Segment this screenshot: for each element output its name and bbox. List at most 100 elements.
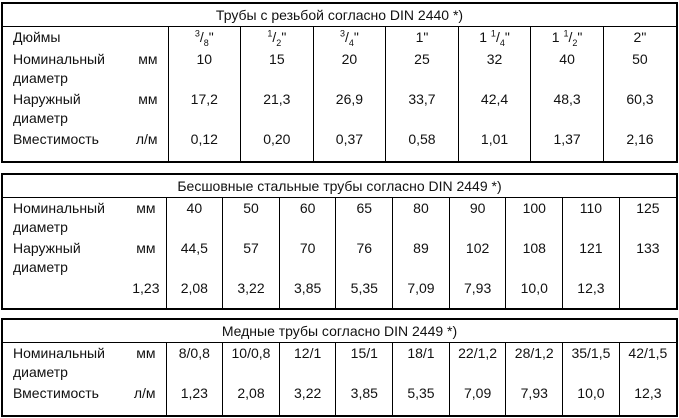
- cell-value: 25: [414, 51, 430, 67]
- table-row: Номинальный диаметр мм 8/0,8 10/0,8 12/1 15/1…: [3, 343, 676, 383]
- cell: 12,3: [562, 278, 620, 308]
- table-row: Вместимость л/м 0,12 0,20 0,37 0,58 1,01 1,37 2,…: [3, 129, 676, 161]
- frac-num: 1: [490, 28, 496, 39]
- table-title: Трубы с резьбой согласно DIN 2440 *): [3, 4, 676, 27]
- cell: 17,2: [167, 89, 241, 129]
- cell: 60,3: [602, 89, 676, 129]
- cell: 2,08: [165, 278, 223, 308]
- frac-den: 4: [499, 37, 505, 48]
- cell-value: 21,3: [263, 91, 291, 107]
- cell-value: 28/1,2: [514, 345, 554, 361]
- cell-value: 17,2: [190, 91, 218, 107]
- cell-value: 7,09: [463, 385, 492, 401]
- table: Дюймы 3/8" 1/2" 3/4" 1" 1 1/4" 1 1/2" 2" Номинал…: [3, 27, 676, 161]
- cell: 65: [335, 198, 393, 238]
- row-label: Наружный диаметр: [13, 91, 81, 126]
- table: Номинальный диаметр мм 40 50 60 65 80 90 100 110 1…: [3, 198, 676, 308]
- row-unit: мм: [136, 240, 156, 256]
- cell-value: 15: [269, 51, 285, 67]
- cell-value: 2,08: [180, 280, 208, 296]
- cell: 10,0: [562, 383, 620, 415]
- cell-value: 0,58: [408, 131, 436, 147]
- row-label-cell: 1,23: [3, 278, 166, 308]
- row-unit: мм: [138, 91, 158, 107]
- cell: 40: [165, 198, 223, 238]
- cell-value: 125: [636, 200, 660, 216]
- cell: 1,23: [165, 383, 223, 415]
- cell-value: 15/1: [350, 345, 378, 361]
- cell-value: 3,22: [237, 280, 265, 296]
- cell: 20: [312, 49, 386, 89]
- cell-value: 108: [522, 240, 546, 256]
- cell-value: 12/1: [294, 345, 322, 361]
- cell: 35/1,5: [562, 343, 620, 383]
- table-row: Наружный диаметр мм 44,5 57 70 76 89 102 108 121 1…: [3, 238, 676, 278]
- cell-value: 50: [632, 51, 648, 67]
- cell-value: 10: [196, 51, 213, 67]
- cell: 3/4": [312, 27, 386, 49]
- table-block: Бесшовные стальные трубы согласно DIN 24…: [1, 173, 678, 310]
- cell: 3,85: [335, 383, 393, 415]
- frac-mark: ": [208, 29, 214, 45]
- cell: 3/8": [167, 27, 241, 49]
- frac-den: 2: [276, 37, 282, 48]
- row-label: Вместимость: [13, 385, 99, 401]
- cell: [618, 278, 676, 308]
- cell-value: 12,3: [577, 280, 605, 296]
- cell-value: 2,08: [237, 385, 265, 401]
- cell: 89: [392, 238, 450, 278]
- cell-value: 1,37: [553, 131, 581, 147]
- row-label: Номинальный диаметр: [13, 200, 105, 235]
- row-unit: мм: [136, 345, 156, 361]
- cell: 76: [335, 238, 393, 278]
- frac-num: 1: [563, 28, 569, 39]
- cell-value: 42,4: [480, 91, 509, 107]
- row-label-cell: Наружный диаметр мм: [3, 238, 166, 278]
- row-unit: л/м: [133, 385, 156, 401]
- cell-value: 7,93: [463, 280, 492, 296]
- frac-den: 2: [572, 37, 578, 48]
- frac-sep: /: [568, 29, 573, 45]
- frac-whole: 1: [551, 29, 560, 45]
- cell-value: 42/1,5: [628, 345, 668, 361]
- row-label-cell: Номинальный диаметр мм: [3, 198, 166, 238]
- cell-value: 35/1,5: [571, 345, 611, 361]
- cell-value: 10,0: [577, 385, 605, 401]
- cell-value: 0,20: [263, 131, 291, 147]
- cell: 2,08: [222, 383, 280, 415]
- cell-value: 70: [299, 240, 316, 256]
- table-row: Дюймы 3/8" 1/2" 3/4" 1" 1 1/4" 1 1/2" 2": [3, 27, 676, 49]
- cell: 40: [530, 49, 604, 89]
- table-title: Бесшовные стальные трубы согласно DIN 24…: [3, 175, 676, 198]
- cell: 110: [562, 198, 620, 238]
- row-label: Номинальный диаметр: [13, 345, 105, 380]
- cell-value: 76: [356, 240, 373, 256]
- cell-value: 100: [522, 200, 546, 216]
- cell: 60: [278, 198, 336, 238]
- cell-value: 10/0,8: [231, 345, 271, 361]
- cell-value: 1,23: [132, 280, 160, 296]
- cell-value: 3,85: [350, 385, 378, 401]
- cell-value: 0,37: [335, 131, 364, 147]
- cell-value: 110: [579, 200, 603, 216]
- cell: 21,3: [240, 89, 314, 129]
- cell-value: 65: [356, 200, 373, 216]
- cell: 5,35: [335, 278, 393, 308]
- cell: 0,37: [312, 129, 386, 161]
- cell: 15: [240, 49, 314, 89]
- table-row: Наружный диаметр мм 17,2 21,3 26,9 33,7 42,4 48…: [3, 89, 676, 129]
- cell-value: 102: [465, 240, 490, 256]
- cell-value: 7,09: [407, 280, 435, 296]
- cell: 1": [385, 27, 459, 49]
- cell: 1/2": [240, 27, 314, 49]
- table-row: Номинальный диаметр мм 10 15 20 25 32 40 50: [3, 49, 676, 89]
- cell: 133: [618, 238, 676, 278]
- row-unit: л/м: [135, 131, 158, 147]
- cell-value: 22/1,2: [458, 345, 498, 361]
- row-unit: мм: [136, 200, 156, 216]
- table-block: Медные трубы согласно DIN 2449 *) Номинал…: [1, 318, 678, 417]
- cell: 5,35: [392, 383, 450, 415]
- cell: 7,09: [448, 383, 506, 415]
- frac-whole: 1: [479, 29, 488, 45]
- cell: 80: [392, 198, 450, 238]
